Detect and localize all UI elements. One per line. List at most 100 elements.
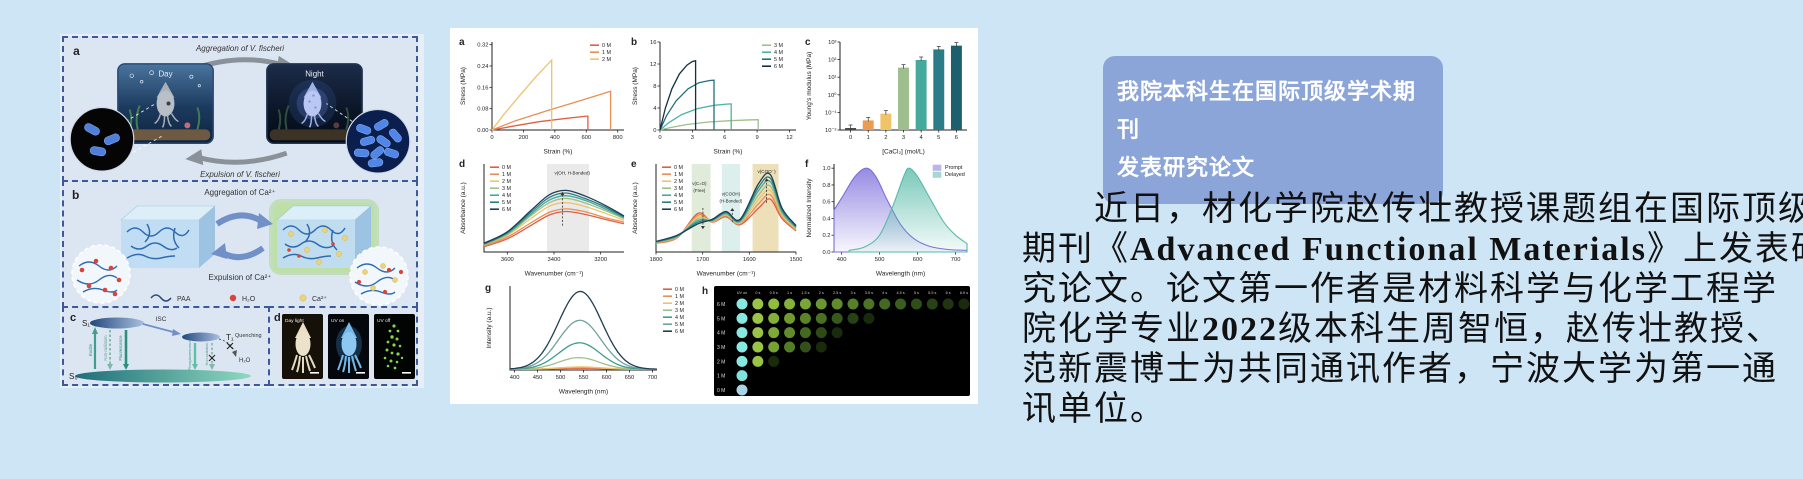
night-squid	[301, 81, 326, 128]
svg-text:0: 0	[658, 135, 661, 141]
t1-level	[182, 332, 220, 342]
svg-text:3600: 3600	[501, 257, 514, 263]
svg-text:3200: 3200	[594, 257, 607, 263]
article-title-line1: 我院本科生在国际顶级学术期刊	[1117, 79, 1417, 142]
svg-text:3 M: 3 M	[774, 43, 783, 49]
svg-text:Stress (MPa): Stress (MPa)	[632, 67, 639, 105]
s1-level	[90, 317, 144, 329]
svg-text:0.08: 0.08	[477, 107, 488, 113]
svg-text:0.2: 0.2	[822, 233, 830, 239]
s0-level	[75, 369, 251, 383]
article-title-box: 我院本科生在国际顶级学术期刊 发表研究论文	[1103, 56, 1443, 204]
article-body: 近日，材化学院赵传壮教授课题组在国际顶级 期刊《Advanced Function…	[1022, 190, 1803, 430]
h2o-dot-icon	[229, 294, 237, 302]
svg-text:6 M: 6 M	[774, 64, 783, 70]
night-label: Night	[305, 70, 324, 79]
quench-h2o-label: H₂O	[239, 358, 251, 364]
svg-text:10²: 10²	[828, 58, 836, 64]
body-line: 究论文。论文第一作者是材料科学与化学工程学	[1022, 271, 1778, 308]
svg-text:1 M: 1 M	[674, 172, 683, 178]
svg-text:0.00: 0.00	[477, 128, 488, 134]
chart-g-emission: 400 450 500 550 600 650 700 Wavelength (nm) Inte…	[484, 280, 699, 401]
svg-text:5.5 s: 5.5 s	[928, 291, 936, 295]
svg-text:1.0: 1.0	[822, 166, 830, 172]
ca-expulsion-arrow	[219, 245, 265, 261]
night-scene: Night	[266, 63, 363, 145]
schematic-panel-c: c S₁ T₁ S₀ Excite Non-radiation Fluoresc…	[62, 306, 270, 386]
svg-text:6 M: 6 M	[675, 329, 684, 335]
svg-text:ν(C=O): ν(C=O)	[692, 181, 707, 186]
chart-a-stress-strain: 0 200 400 600 800 0.00 0.08 0.16 0.24 0.32 Strain …	[458, 34, 630, 161]
svg-text:4 M: 4 M	[717, 331, 725, 337]
svg-text:10⁻¹: 10⁻¹	[825, 110, 837, 116]
svg-text:(H-Bonded): (H-Bonded)	[720, 199, 743, 204]
svg-text:Absorbance (a.u.): Absorbance (a.u.)	[460, 182, 467, 234]
quenching-label: Quenching	[235, 333, 262, 339]
svg-text:0.5 s: 0.5 s	[770, 291, 778, 295]
photo-daylight: Day light	[282, 314, 323, 379]
svg-text:6 M: 6 M	[502, 207, 511, 213]
day-scene: Day	[117, 63, 214, 145]
svg-text:5 M: 5 M	[675, 322, 684, 328]
svg-text:4 M: 4 M	[675, 315, 684, 321]
svg-text:2 M: 2 M	[502, 179, 511, 185]
svg-text:10¹: 10¹	[828, 75, 836, 81]
svg-text:5 M: 5 M	[774, 57, 783, 63]
svg-text:Strain (%): Strain (%)	[544, 149, 573, 156]
svg-text:200: 200	[519, 135, 529, 141]
chart-e-ftir-coo: 1800 1700 1600 1500 Wavenumber (cm⁻¹) Absorba…	[630, 156, 802, 283]
svg-text:ν(COO⁻): ν(COO⁻)	[757, 169, 776, 174]
svg-text:5 M: 5 M	[502, 200, 511, 206]
photo-daylight-label: Day light	[285, 318, 304, 324]
ca-dot-icon	[299, 294, 307, 302]
svg-text:3: 3	[691, 135, 694, 141]
s0-label: S₀	[69, 372, 78, 381]
body-line: 近日，材化学院赵传壮教授课题组在国际顶级	[1022, 191, 1803, 228]
panel-b-letter: b	[72, 188, 79, 202]
svg-text:1500: 1500	[790, 257, 802, 263]
svg-text:Intensity (a.u.): Intensity (a.u.)	[486, 307, 493, 348]
svg-text:1800: 1800	[650, 257, 663, 263]
ca-expulsion-arrowhead	[211, 243, 227, 259]
svg-text:h: h	[702, 286, 708, 297]
svg-text:2 M: 2 M	[674, 179, 683, 185]
photo-uv-off: UV off	[374, 314, 415, 379]
svg-text:700: 700	[951, 257, 961, 263]
panel-d-letter: d	[274, 312, 281, 324]
polymer-inset-left	[71, 244, 131, 304]
isc-label: ISC	[156, 316, 167, 323]
svg-text:0 M: 0 M	[717, 388, 725, 394]
svg-text:3 M: 3 M	[674, 186, 683, 192]
chart-c-youngs-modulus: 0 1 2 3 4 5 6 10⁻² 10⁻¹ 10⁰ 10¹ 10² 10³ [CaCl₂] (mol/…	[804, 34, 972, 161]
svg-text:Wavenumber (cm⁻¹): Wavenumber (cm⁻¹)	[697, 271, 756, 278]
svg-text:6 s: 6 s	[946, 291, 951, 295]
uv-off-dots	[383, 324, 404, 370]
svg-text:0 s: 0 s	[755, 291, 760, 295]
svg-text:0: 0	[653, 128, 656, 134]
svg-text:Normalized Intensity: Normalized Intensity	[806, 178, 813, 238]
svg-text:ν(COOH): ν(COOH)	[722, 192, 741, 197]
chart-f-prompt-delayed: 400 500 600 700 0.0 0.2 0.4 0.6 0.8 1.0 Wavelength…	[804, 156, 972, 283]
svg-text:10⁰: 10⁰	[828, 92, 837, 99]
phosphorescence-label: Phosphorescence	[188, 340, 192, 370]
svg-text:600: 600	[602, 375, 612, 381]
svg-text:400: 400	[550, 135, 560, 141]
expulsion-arrowhead	[185, 149, 204, 166]
svg-text:500: 500	[875, 257, 885, 263]
ca-aggregation-arrowhead	[257, 213, 273, 229]
svg-text:3 M: 3 M	[675, 308, 684, 314]
svg-text:1 s: 1 s	[787, 291, 792, 295]
h2o-label: H₂O	[242, 296, 256, 303]
ca-label: Ca²⁺	[312, 295, 327, 303]
svg-text:0: 0	[849, 135, 852, 141]
svg-text:4 M: 4 M	[502, 193, 511, 199]
svg-text:16: 16	[650, 40, 656, 46]
svg-text:a: a	[459, 37, 465, 48]
svg-text:0.8: 0.8	[822, 183, 830, 189]
svg-text:0.6: 0.6	[822, 200, 830, 206]
svg-text:Wavelength (nm): Wavelength (nm)	[876, 271, 925, 278]
panel-b-top-label: Aggregation of Ca²⁺	[204, 188, 275, 197]
svg-text:4 M: 4 M	[774, 50, 783, 56]
svg-text:1 M: 1 M	[717, 374, 725, 380]
